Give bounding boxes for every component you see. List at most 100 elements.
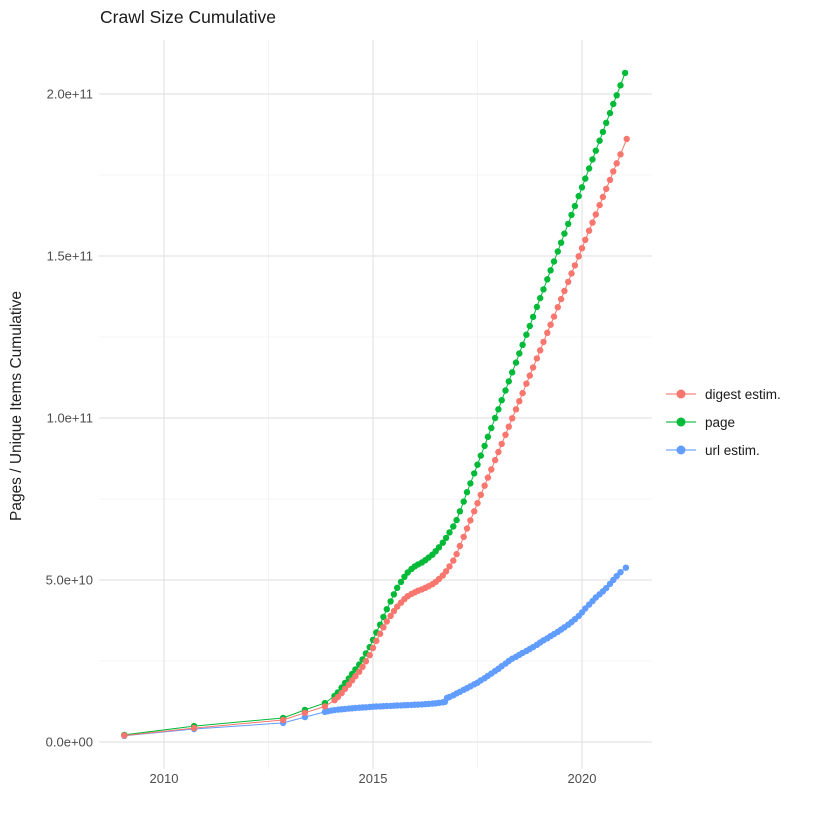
- data-point: [456, 542, 464, 550]
- data-point: [502, 431, 509, 438]
- data-point: [592, 147, 599, 154]
- data-point: [623, 135, 630, 143]
- data-point: [599, 193, 607, 201]
- y-tick-label: 1.5e+11: [47, 249, 93, 264]
- data-point: [387, 598, 394, 605]
- data-point: [362, 658, 370, 665]
- data-point: [529, 313, 537, 321]
- data-point: [540, 338, 547, 346]
- data-point: [453, 516, 460, 524]
- legend-key-url-icon: [666, 443, 696, 457]
- data-point: [526, 322, 533, 330]
- data-point: [321, 703, 329, 710]
- data-point: [495, 448, 502, 456]
- data-point: [575, 253, 582, 260]
- data-point: [383, 618, 390, 625]
- data-point: [617, 151, 624, 158]
- data-point: [565, 220, 572, 228]
- legend-key-page-icon: [666, 415, 696, 429]
- data-point: [519, 389, 526, 397]
- data-point: [585, 165, 593, 172]
- series-points-url estim.: [121, 564, 630, 739]
- data-point: [547, 321, 554, 328]
- data-point: [554, 304, 561, 311]
- data-point: [491, 414, 499, 422]
- data-point: [516, 350, 523, 357]
- data-point: [568, 270, 575, 277]
- data-point: [471, 508, 478, 515]
- data-point: [397, 578, 405, 586]
- data-point: [606, 109, 614, 117]
- data-point: [502, 387, 509, 394]
- data-point: [435, 544, 443, 551]
- data-point: [533, 355, 541, 362]
- data-point: [519, 341, 526, 348]
- y-tick-label: 2.0e+11: [47, 87, 93, 102]
- data-point: [529, 364, 537, 371]
- data-point: [450, 557, 457, 564]
- data-point: [301, 709, 309, 716]
- data-point: [341, 685, 349, 693]
- legend-item-url: url estim.: [666, 436, 781, 464]
- data-point: [603, 185, 610, 193]
- data-point: [488, 424, 495, 432]
- data-point: [380, 613, 387, 621]
- data-point: [557, 295, 565, 303]
- data-point: [488, 466, 495, 473]
- data-point: [439, 539, 446, 546]
- data-point: [523, 380, 530, 387]
- data-point: [390, 591, 398, 598]
- data-point: [359, 663, 366, 670]
- axis-tick-labels: 2010 2015 2020 0.0e+00 5.0e+10 1.0e+11 1.5e+11…: [46, 87, 597, 787]
- data-point: [578, 184, 586, 191]
- data-point: [550, 258, 558, 265]
- legend-key-digest-icon: [666, 387, 696, 401]
- data-point: [481, 442, 488, 450]
- x-tick-label: 2010: [150, 771, 179, 786]
- data-point: [526, 372, 533, 379]
- data-point: [380, 624, 387, 631]
- data-point: [463, 525, 471, 532]
- data-point: [495, 406, 502, 413]
- x-tick-label: 2015: [359, 771, 388, 786]
- data-point: [596, 137, 603, 144]
- data-point: [460, 498, 467, 505]
- data-point: [366, 652, 373, 659]
- data-point: [505, 423, 512, 430]
- data-point: [610, 100, 617, 108]
- data-point: [383, 606, 390, 613]
- gridlines-minor: [99, 40, 652, 769]
- data-point: [446, 529, 453, 536]
- data-point: [352, 673, 359, 680]
- data-point: [617, 569, 624, 576]
- data-point: [467, 480, 474, 487]
- data-point: [533, 303, 541, 311]
- data-point: [450, 523, 457, 530]
- series-points-digest estim.: [121, 135, 630, 739]
- data-point: [540, 286, 547, 293]
- y-tick-label: 1.0e+11: [47, 411, 93, 426]
- data-point: [509, 415, 516, 422]
- data-point: [554, 248, 561, 255]
- series-line-url estim.: [124, 567, 627, 737]
- data-point: [512, 406, 520, 413]
- data-point: [376, 630, 384, 637]
- data-point: [190, 724, 198, 732]
- data-point: [571, 202, 579, 210]
- data-point: [544, 276, 551, 283]
- data-point: [557, 239, 565, 246]
- data-point: [453, 550, 460, 558]
- data-point: [589, 156, 596, 163]
- data-point: [544, 329, 551, 336]
- data-point: [622, 564, 630, 571]
- data-point: [516, 398, 523, 405]
- data-point: [474, 500, 481, 507]
- data-point: [477, 491, 484, 498]
- data-point: [121, 732, 128, 739]
- legend-item-digest: digest estim.: [666, 380, 781, 408]
- data-point: [547, 267, 554, 274]
- data-point: [484, 474, 492, 481]
- data-series-layer: [121, 69, 630, 739]
- data-point: [460, 533, 467, 541]
